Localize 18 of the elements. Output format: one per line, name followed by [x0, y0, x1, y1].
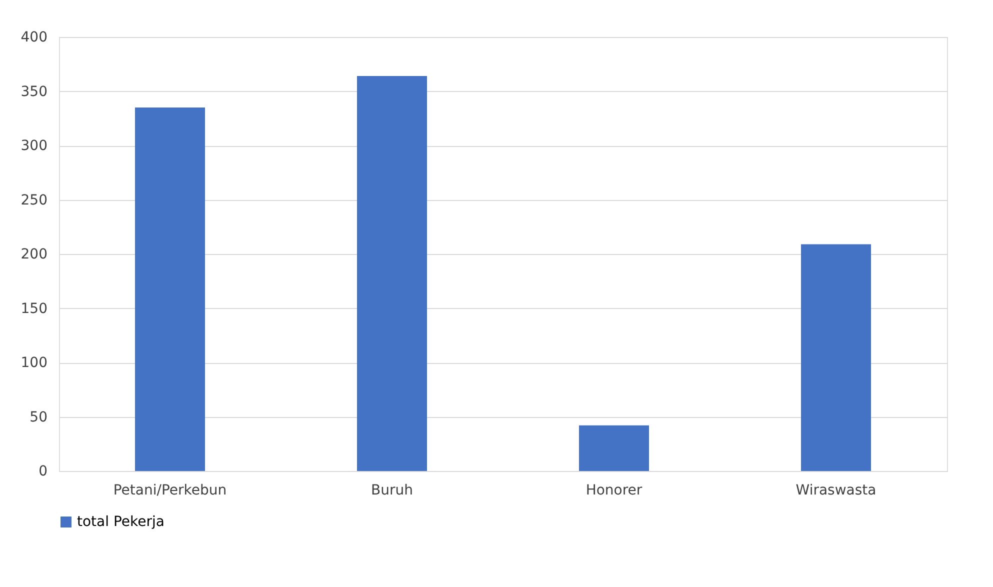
x-tick-label: Petani/Perkebun: [113, 482, 227, 498]
y-tick-label: 250: [20, 192, 48, 208]
bar: [135, 108, 205, 471]
bar: [579, 425, 649, 471]
bar: [801, 244, 871, 471]
y-tick-label: 150: [20, 300, 48, 317]
y-tick-label: 350: [20, 84, 48, 100]
legend-label: total Pekerja: [77, 514, 164, 530]
y-tick-label: 50: [30, 409, 48, 426]
y-tick-label: 400: [20, 30, 48, 46]
y-tick-label: 0: [38, 464, 48, 480]
y-tick-label: 100: [20, 355, 48, 371]
bar: [357, 76, 427, 471]
y-tick-label: 300: [20, 138, 48, 154]
x-tick-label: Wiraswasta: [796, 482, 876, 498]
y-tick-label: 200: [20, 246, 48, 262]
x-tick-label: Honorer: [586, 482, 642, 498]
x-tick-label: Buruh: [371, 482, 413, 498]
